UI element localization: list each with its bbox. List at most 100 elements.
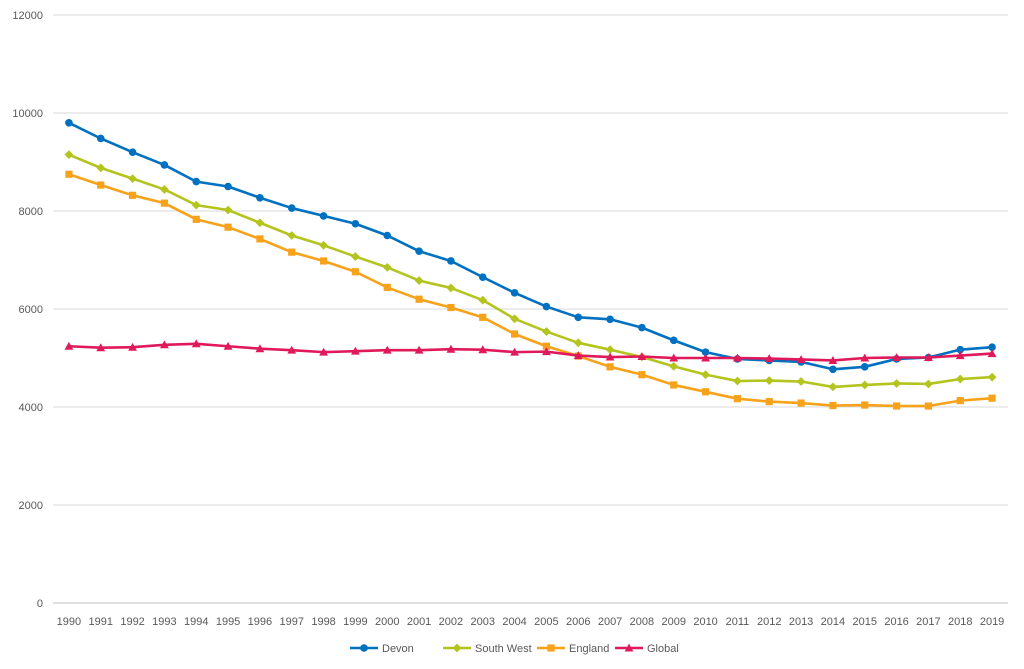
data-point-devon — [65, 119, 73, 127]
data-point-south-west — [414, 276, 424, 285]
data-point-south-west — [796, 377, 806, 386]
y-tick-label: 6000 — [19, 304, 43, 316]
x-tick-label: 1999 — [343, 616, 367, 628]
x-tick-label: 2015 — [853, 616, 877, 628]
data-point-devon — [224, 182, 232, 191]
data-point-devon — [638, 323, 646, 332]
data-point-south-west — [223, 205, 233, 215]
data-point-england — [447, 303, 455, 312]
gridlines — [53, 14, 1008, 604]
x-tick-label: 2001 — [407, 616, 431, 628]
data-point-devon — [319, 212, 328, 220]
series-line-england — [67, 172, 994, 408]
data-point-south-west — [382, 262, 392, 272]
data-point-south-west — [987, 372, 997, 382]
data-point-south-west — [478, 295, 488, 305]
data-point-devon — [96, 134, 105, 143]
data-point-england — [701, 388, 710, 396]
y-axis-ticks: 0 2000 4000 6000 8000 10000 12000 — [12, 10, 43, 610]
data-point-england — [128, 191, 137, 199]
data-point-global — [128, 342, 137, 351]
data-point-global — [733, 353, 742, 362]
x-tick-label: 1996 — [248, 616, 272, 628]
data-point-england — [542, 342, 551, 350]
data-point-global — [478, 345, 488, 354]
data-point-devon — [956, 345, 965, 354]
y-tick-label: 2000 — [19, 500, 43, 512]
data-point-england — [510, 330, 519, 338]
x-tick-label: 2003 — [471, 616, 495, 628]
data-point-england — [256, 235, 264, 243]
legend-swatch-marker — [360, 644, 368, 652]
data-point-south-west — [924, 379, 933, 389]
legend-label: Global — [647, 643, 679, 655]
data-point-devon — [383, 231, 392, 240]
x-tick-label: 2014 — [821, 616, 845, 628]
x-tick-label: 2005 — [534, 616, 558, 628]
x-tick-label: 1992 — [120, 616, 144, 628]
data-point-global — [669, 353, 679, 362]
x-tick-label: 2013 — [789, 616, 813, 628]
data-point-south-west — [287, 231, 297, 240]
data-point-south-west — [764, 376, 774, 385]
series-devon — [65, 119, 996, 374]
data-point-global — [796, 355, 806, 363]
data-point-devon — [192, 177, 201, 186]
data-point-south-west — [605, 345, 615, 355]
data-point-england — [288, 248, 296, 256]
x-tick-label: 2018 — [948, 616, 972, 628]
y-tick-label: 12000 — [12, 10, 43, 22]
data-point-global — [64, 341, 74, 350]
x-tick-label: 1994 — [184, 616, 208, 628]
data-point-devon — [988, 343, 996, 352]
data-point-england — [861, 401, 869, 409]
x-tick-label: 2006 — [566, 616, 590, 628]
x-tick-label: 1990 — [57, 616, 81, 628]
data-point-south-west — [669, 361, 679, 371]
data-point-south-west — [573, 338, 583, 348]
data-point-england — [479, 313, 487, 321]
x-tick-label: 2008 — [630, 616, 654, 628]
x-tick-label: 1995 — [216, 616, 240, 628]
data-point-south-west — [351, 252, 360, 261]
data-point-devon — [829, 365, 837, 374]
legend-item-england: England — [537, 643, 609, 655]
data-point-england — [638, 371, 646, 379]
data-point-england — [924, 402, 933, 410]
data-point-devon — [510, 289, 519, 297]
data-point-global — [764, 354, 774, 363]
data-point-global — [446, 344, 456, 353]
legend-swatch-marker — [547, 644, 555, 652]
data-point-devon — [160, 161, 169, 169]
data-point-england — [97, 181, 105, 189]
data-point-devon — [128, 148, 137, 156]
series-england — [65, 170, 996, 410]
series-south-west — [64, 150, 997, 392]
x-tick-label: 2004 — [502, 616, 526, 628]
data-point-england — [956, 397, 964, 405]
x-tick-label: 2002 — [439, 616, 463, 628]
y-tick-label: 0 — [37, 598, 43, 610]
data-point-south-west — [255, 218, 265, 228]
data-point-global — [160, 340, 169, 349]
x-axis-ticks: 1990 1991 1992 1993 1994 1995 1996 1997 1998 1999… — [57, 616, 1005, 628]
data-point-england — [224, 223, 232, 231]
data-point-south-west — [828, 382, 838, 392]
data-point-south-west — [96, 163, 106, 173]
data-point-devon — [478, 273, 487, 281]
data-point-global — [637, 352, 647, 361]
data-point-devon — [256, 193, 264, 202]
data-point-south-west — [860, 380, 870, 390]
series-line-global — [67, 342, 994, 362]
data-point-england — [892, 402, 901, 410]
data-point-global — [828, 356, 838, 364]
data-point-south-west — [64, 150, 74, 160]
data-point-global — [255, 344, 265, 353]
data-point-england — [670, 381, 678, 389]
legend-label: Devon — [382, 643, 414, 655]
legend-swatch-marker — [452, 643, 462, 653]
x-tick-label: 2011 — [726, 616, 750, 628]
data-point-devon — [669, 336, 678, 345]
legend-item-devon: Devon — [350, 643, 414, 655]
